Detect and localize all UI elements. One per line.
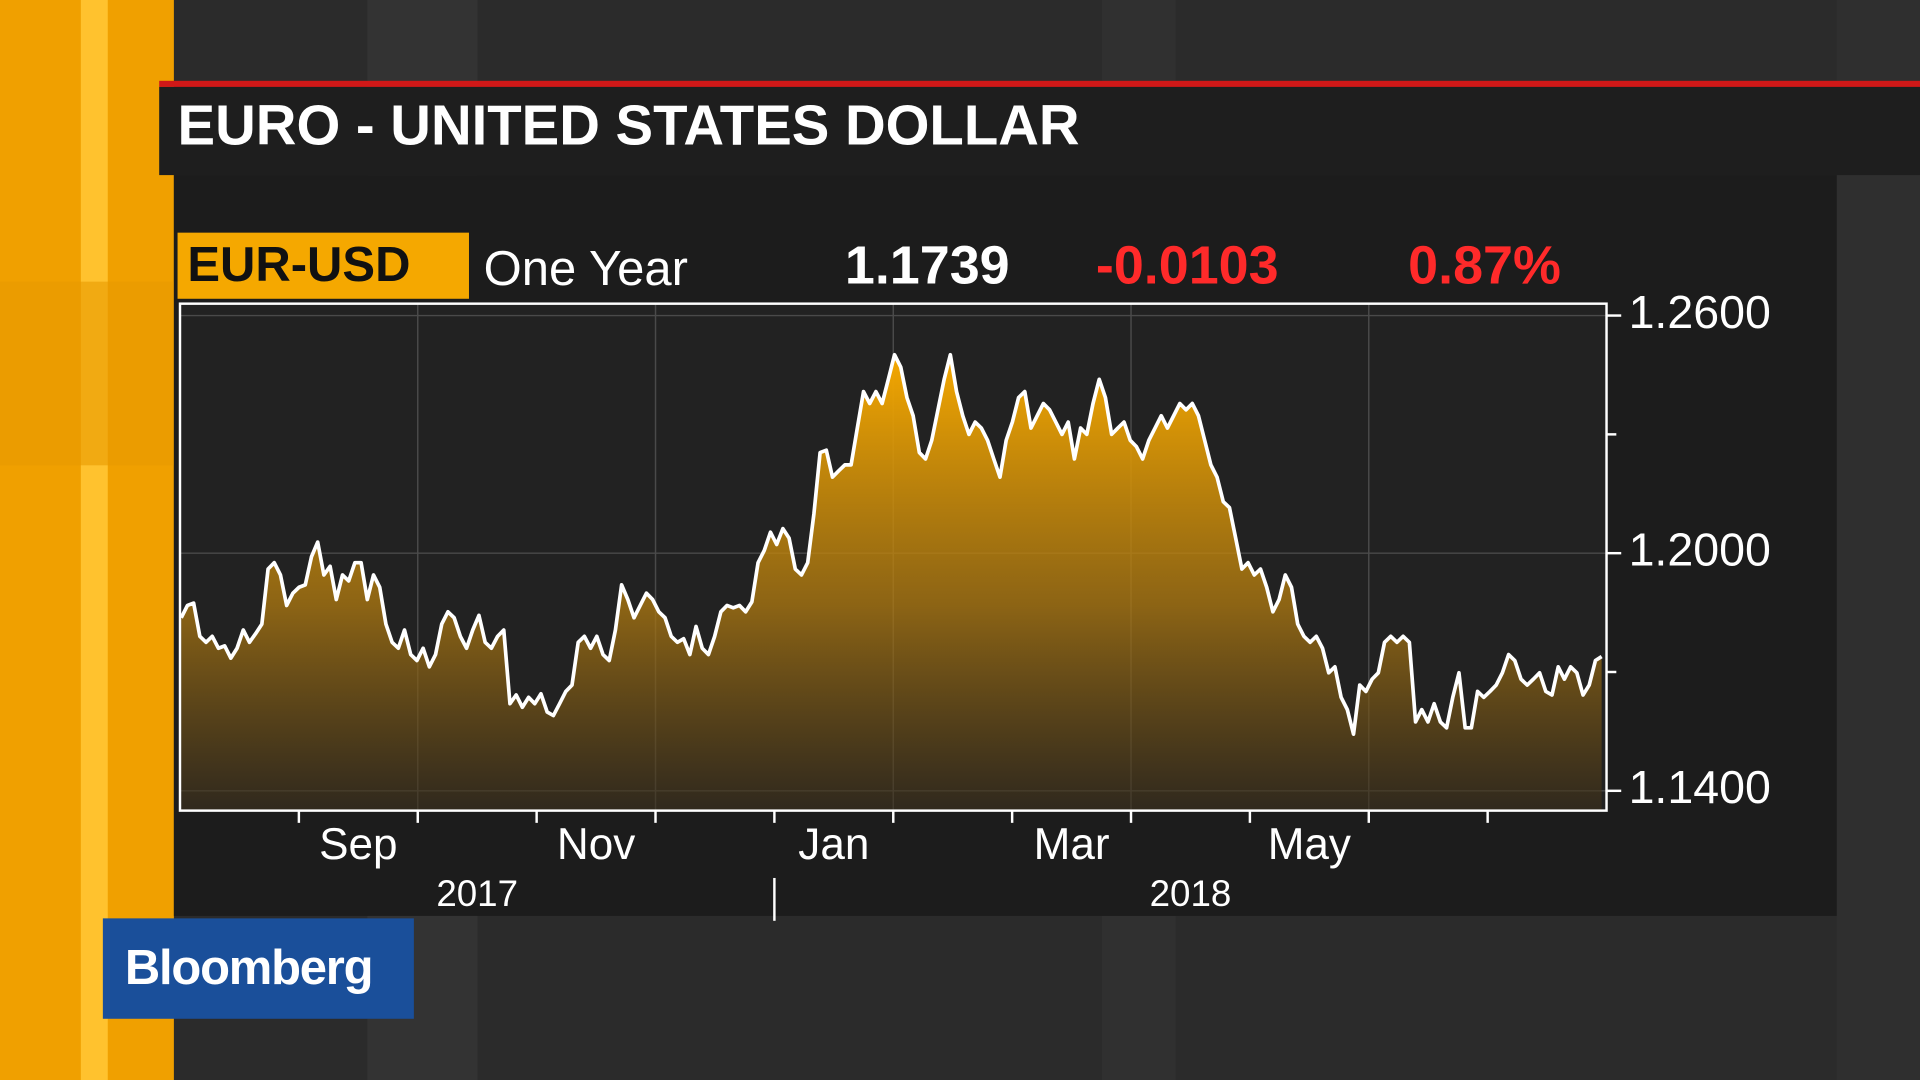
y-tick-label: 1.1400 xyxy=(1629,761,1771,813)
y-tick-label: 1.2600 xyxy=(1629,286,1771,338)
ticker: EUR-USD xyxy=(187,238,410,292)
orange-texture xyxy=(0,281,174,466)
logo-box xyxy=(102,918,414,1019)
year-label: 2017 xyxy=(436,873,518,914)
logo: Bloomberg xyxy=(125,941,372,995)
period: One Year xyxy=(484,242,688,296)
chart: 1.2600 1.2000 1.1400 Sep Nov Jan Mar May 2017 201… xyxy=(178,286,1771,921)
plot-border xyxy=(178,302,1608,812)
area-fill xyxy=(181,354,1602,811)
bg-stripe xyxy=(1836,0,1920,1080)
change: -0.0103 xyxy=(1096,236,1279,296)
x-tick-label: May xyxy=(1268,820,1351,869)
price: 1.1739 xyxy=(845,236,1010,296)
orange-stripe xyxy=(80,0,108,1080)
line xyxy=(179,352,1603,737)
x-tick-label: Mar xyxy=(1034,820,1110,869)
change-percent: 0.87% xyxy=(1408,236,1561,296)
x-tick-label: Jan xyxy=(798,820,869,869)
ticker-box xyxy=(177,232,469,299)
red-rule xyxy=(159,80,1920,87)
year-label: 2018 xyxy=(1150,873,1232,914)
title-bar xyxy=(159,86,1920,176)
title: EURO - UNITED STATES DOLLAR xyxy=(178,94,1080,157)
x-tick-label: Nov xyxy=(557,820,635,869)
y-tick-label: 1.2000 xyxy=(1629,523,1771,575)
x-tick-label: Sep xyxy=(319,820,397,869)
